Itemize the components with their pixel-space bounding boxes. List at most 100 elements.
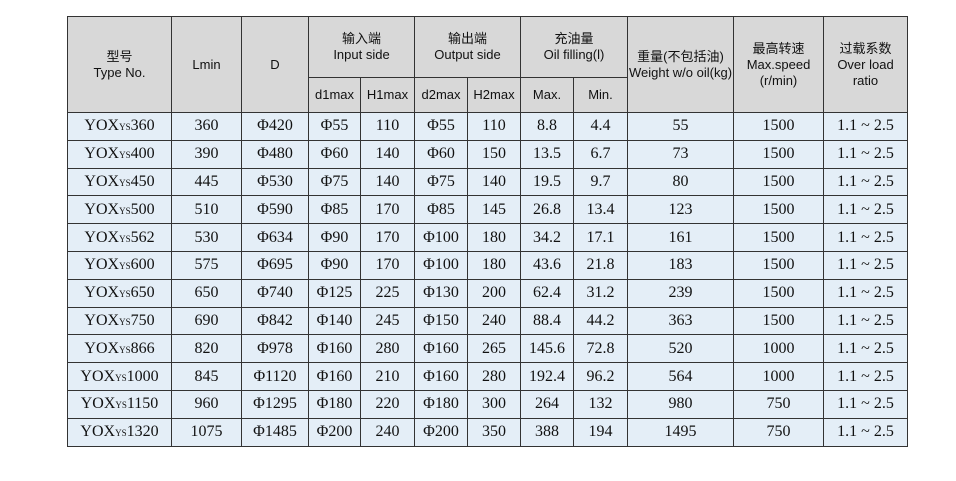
cell-d2: Φ160 xyxy=(414,334,468,364)
cell-h1: 170 xyxy=(360,195,415,225)
cell-h1: 170 xyxy=(360,250,415,280)
header-weight: 重量(不包括油) Weight w/o oil(kg) xyxy=(627,16,734,113)
cell-w: 73 xyxy=(627,139,734,169)
cell-omin: 17.1 xyxy=(573,223,628,252)
cell-r: 1.1 ~ 2.5 xyxy=(823,195,908,225)
header-d1max: d1max xyxy=(308,77,361,113)
cell-s: 1500 xyxy=(733,306,824,336)
cell-w: 564 xyxy=(627,362,734,391)
cell-r: 1.1 ~ 2.5 xyxy=(823,362,908,391)
table-row: YOXYS500 510 Φ590 Φ85 170 Φ85 145 26.8 13.4 123 15… xyxy=(67,195,908,225)
cell-d2: Φ130 xyxy=(414,278,468,308)
cell-type: YOXYS1000 xyxy=(67,362,172,391)
table-row: YOXYS600 575 Φ695 Φ90 170 Φ100 180 43.6 21.8 183 1… xyxy=(67,250,908,280)
cell-d: Φ420 xyxy=(241,112,309,141)
cell-r: 1.1 ~ 2.5 xyxy=(823,112,908,141)
cell-omax: 43.6 xyxy=(520,250,574,280)
header-type: 型号 Type No. xyxy=(67,16,172,113)
cell-h1: 225 xyxy=(360,278,415,308)
cell-lmin: 390 xyxy=(171,139,242,169)
cell-type: YOXYS650 xyxy=(67,278,172,308)
cell-s: 1000 xyxy=(733,334,824,364)
cell-h2: 145 xyxy=(467,195,521,225)
cell-s: 1500 xyxy=(733,278,824,308)
header-d2max: d2max xyxy=(414,77,468,113)
cell-d1: Φ90 xyxy=(308,250,361,280)
cell-h1: 220 xyxy=(360,389,415,419)
cell-omin: 194 xyxy=(573,417,628,447)
cell-d2: Φ200 xyxy=(414,417,468,447)
cell-d1: Φ75 xyxy=(308,167,361,197)
cell-s: 1500 xyxy=(733,112,824,141)
cell-omin: 132 xyxy=(573,389,628,419)
cell-omax: 13.5 xyxy=(520,139,574,169)
cell-h1: 210 xyxy=(360,362,415,391)
cell-d1: Φ85 xyxy=(308,195,361,225)
cell-w: 55 xyxy=(627,112,734,141)
header-output-side: 输出端 Output side xyxy=(414,16,521,78)
cell-omax: 145.6 xyxy=(520,334,574,364)
cell-lmin: 845 xyxy=(171,362,242,391)
header-h1max: H1max xyxy=(360,77,415,113)
cell-lmin: 510 xyxy=(171,195,242,225)
cell-d: Φ590 xyxy=(241,195,309,225)
cell-omin: 13.4 xyxy=(573,195,628,225)
cell-type: YOXYS400 xyxy=(67,139,172,169)
cell-h2: 350 xyxy=(467,417,521,447)
cell-omax: 88.4 xyxy=(520,306,574,336)
cell-d1: Φ125 xyxy=(308,278,361,308)
header-oil-min: Min. xyxy=(573,77,628,113)
cell-d2: Φ100 xyxy=(414,223,468,252)
cell-h2: 110 xyxy=(467,112,521,141)
cell-lmin: 650 xyxy=(171,278,242,308)
table-row: YOXYS360 360 Φ420 Φ55 110 Φ55 110 8.8 4.4 55 1500 1… xyxy=(67,112,908,141)
cell-r: 1.1 ~ 2.5 xyxy=(823,389,908,419)
cell-d1: Φ60 xyxy=(308,139,361,169)
cell-h2: 200 xyxy=(467,278,521,308)
cell-w: 1495 xyxy=(627,417,734,447)
cell-lmin: 1075 xyxy=(171,417,242,447)
cell-d1: Φ180 xyxy=(308,389,361,419)
cell-omin: 72.8 xyxy=(573,334,628,364)
cell-type: YOXYS450 xyxy=(67,167,172,197)
cell-r: 1.1 ~ 2.5 xyxy=(823,139,908,169)
cell-d2: Φ55 xyxy=(414,112,468,141)
cell-lmin: 530 xyxy=(171,223,242,252)
header-lmin: Lmin xyxy=(171,16,242,113)
cell-d1: Φ55 xyxy=(308,112,361,141)
cell-omin: 31.2 xyxy=(573,278,628,308)
table-row: YOXYS562 530 Φ634 Φ90 170 Φ100 180 34.2 17.1 161 1… xyxy=(67,223,908,252)
header-h2max: H2max xyxy=(467,77,521,113)
table-row: YOXYS450 445 Φ530 Φ75 140 Φ75 140 19.5 9.7 80 1500… xyxy=(67,167,908,197)
cell-w: 161 xyxy=(627,223,734,252)
cell-s: 1000 xyxy=(733,362,824,391)
cell-s: 750 xyxy=(733,389,824,419)
cell-w: 80 xyxy=(627,167,734,197)
cell-omax: 34.2 xyxy=(520,223,574,252)
cell-type: YOXYS500 xyxy=(67,195,172,225)
cell-h1: 245 xyxy=(360,306,415,336)
cell-omax: 388 xyxy=(520,417,574,447)
header-input-side: 输入端 Input side xyxy=(308,16,415,78)
cell-d2: Φ100 xyxy=(414,250,468,280)
cell-lmin: 360 xyxy=(171,112,242,141)
cell-omax: 8.8 xyxy=(520,112,574,141)
cell-s: 1500 xyxy=(733,250,824,280)
cell-d2: Φ60 xyxy=(414,139,468,169)
cell-r: 1.1 ~ 2.5 xyxy=(823,278,908,308)
cell-w: 123 xyxy=(627,195,734,225)
cell-h2: 140 xyxy=(467,167,521,197)
cell-s: 1500 xyxy=(733,195,824,225)
cell-h2: 180 xyxy=(467,250,521,280)
cell-s: 1500 xyxy=(733,139,824,169)
header-oil-max: Max. xyxy=(520,77,574,113)
cell-lmin: 575 xyxy=(171,250,242,280)
table-row: YOXYS750 690 Φ842 Φ140 245 Φ150 240 88.4 44.2 363… xyxy=(67,306,908,336)
cell-h1: 140 xyxy=(360,139,415,169)
header-max-speed: 最高转速 Max.speed (r/min) xyxy=(733,16,824,113)
header-overload-ratio: 过载系数 Over load ratio xyxy=(823,16,908,113)
cell-d2: Φ180 xyxy=(414,389,468,419)
cell-d2: Φ75 xyxy=(414,167,468,197)
table-row: YOXYS650 650 Φ740 Φ125 225 Φ130 200 62.4 31.2 239… xyxy=(67,278,908,308)
cell-d: Φ530 xyxy=(241,167,309,197)
